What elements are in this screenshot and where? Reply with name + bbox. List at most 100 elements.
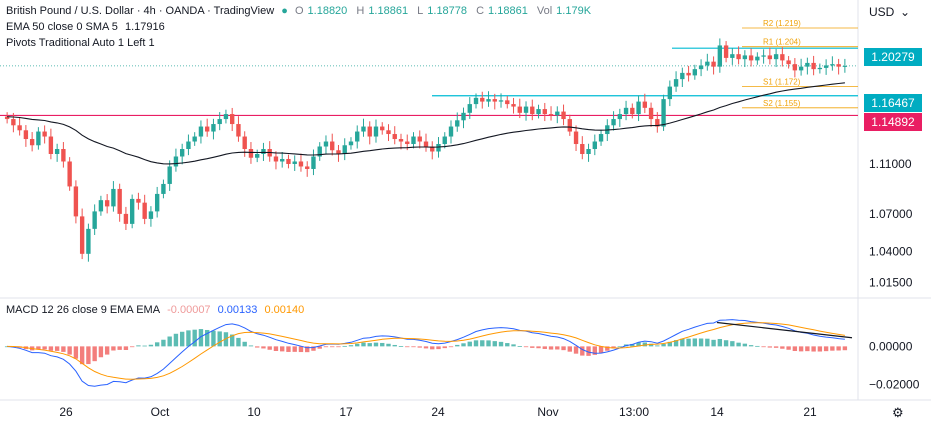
candle-body	[536, 109, 541, 115]
macd-hist-bar	[498, 341, 504, 347]
candle-body	[586, 149, 591, 154]
candle-body	[705, 61, 710, 66]
candle-body	[448, 126, 454, 137]
symbol-title[interactable]: British Pound / U.S. Dollar · 4h · OANDA…	[6, 5, 275, 17]
macd-hist-bar	[136, 345, 141, 347]
candle-body	[405, 141, 410, 145]
candle-body	[117, 188, 122, 214]
candle-body	[386, 130, 391, 135]
chevron-down-icon[interactable]: ⌄	[900, 5, 911, 19]
macd-hist-bar	[761, 346, 766, 348]
candle-body	[517, 106, 522, 113]
macd-hist-bar	[267, 346, 272, 350]
macd-legend[interactable]: MACD 12 26 close 9 EMA EMA -0.00007 0.00…	[6, 304, 305, 316]
time-tick-label: 24	[431, 405, 445, 419]
macd-hist-bar	[273, 346, 279, 351]
macd-hist-bar	[723, 340, 729, 347]
candle-body	[29, 139, 35, 146]
macd-hist-bar	[217, 331, 222, 347]
macd-line	[7, 319, 845, 387]
macd-hist-bar	[142, 345, 147, 347]
macd-hist-bar	[530, 346, 535, 348]
candle-body	[186, 141, 191, 150]
macd-hist-bar	[680, 338, 685, 347]
macd-hist-bar	[755, 345, 760, 347]
candle-body	[136, 198, 141, 203]
pivots-legend[interactable]: Pivots Traditional Auto 1 Left 1	[6, 37, 155, 49]
macd-hist-bar	[223, 332, 229, 347]
candle-body	[230, 114, 235, 125]
candle-body	[311, 156, 316, 169]
candle-body	[4, 116, 10, 120]
macd-hist-bar	[661, 343, 666, 347]
macd-hist-bar	[73, 346, 79, 359]
currency-selector[interactable]: USD	[869, 5, 895, 19]
macd-hist-bar	[167, 336, 172, 347]
gear-icon[interactable]: ⚙	[892, 405, 904, 420]
candle-body	[761, 55, 766, 57]
macd-hist-bar	[830, 346, 835, 351]
macd-hist-bar	[823, 346, 829, 352]
macd-hist-bar	[630, 343, 635, 347]
macd-hist-bar	[448, 346, 454, 348]
candle-body	[730, 54, 735, 58]
macd-hist-bar	[61, 346, 66, 352]
macd-hist-bar	[242, 341, 247, 347]
macd-hist-bar	[717, 338, 723, 347]
candle-body	[636, 101, 641, 115]
candle-body	[355, 131, 360, 142]
candle-body	[498, 100, 504, 102]
macd-hist-bar	[598, 346, 604, 354]
candle-body	[805, 62, 810, 67]
macd-hist-bar	[567, 346, 572, 352]
candle-body	[236, 124, 241, 137]
candle-body	[611, 119, 616, 126]
price-tick-label: 1.04000	[869, 244, 913, 258]
macd-tick-label: −0.02000	[869, 378, 920, 392]
candle-body	[830, 64, 835, 66]
candle-body	[48, 136, 54, 154]
candle-body	[242, 136, 247, 150]
candle-body	[317, 146, 322, 157]
macd-hist-bar	[467, 341, 472, 347]
candle-body	[548, 114, 554, 116]
macd-hist-bar	[92, 346, 97, 362]
macd-hist-bar	[748, 345, 754, 347]
macd-hist-bar	[42, 346, 47, 350]
macd-hist-bar	[648, 343, 654, 347]
candle-body	[273, 156, 279, 162]
ema-legend[interactable]: EMA 50 close 0 SMA 5 1.17916	[6, 21, 165, 33]
candle-body	[505, 100, 510, 105]
macd-hist-bar	[517, 346, 522, 347]
candle-body	[348, 141, 354, 146]
candle-body	[798, 66, 804, 71]
macd-hist-bar	[773, 346, 779, 348]
candle-body	[104, 200, 110, 207]
macd-hist-bar	[261, 346, 266, 349]
macd-hist-bar	[323, 346, 329, 348]
macd-hist-bar	[104, 346, 110, 355]
macd-hist-bar	[179, 331, 185, 347]
time-tick-label: Nov	[537, 405, 558, 419]
macd-hist-bar	[173, 333, 179, 347]
macd-hist-bar	[317, 346, 322, 349]
candle-body	[54, 149, 60, 154]
candle-body	[455, 120, 460, 127]
macd-hist-bar	[148, 344, 154, 347]
macd-hist-bar	[186, 330, 191, 347]
macd-hist-bar	[192, 329, 197, 347]
macd-hist-bar	[442, 346, 447, 349]
candle-body	[561, 111, 566, 120]
macd-signal-value: 0.00140	[264, 304, 305, 316]
candle-body	[330, 141, 335, 151]
candle-body	[423, 141, 429, 147]
candle-body	[392, 134, 397, 140]
macd-hist-bar	[154, 342, 160, 347]
macd-hist-bar	[392, 344, 397, 347]
candle-body	[748, 55, 754, 61]
macd-hist-bar	[248, 345, 254, 347]
macd-hist-bar	[767, 346, 773, 348]
macd-hist-bar	[842, 346, 848, 351]
macd-hist-bar	[198, 329, 204, 347]
